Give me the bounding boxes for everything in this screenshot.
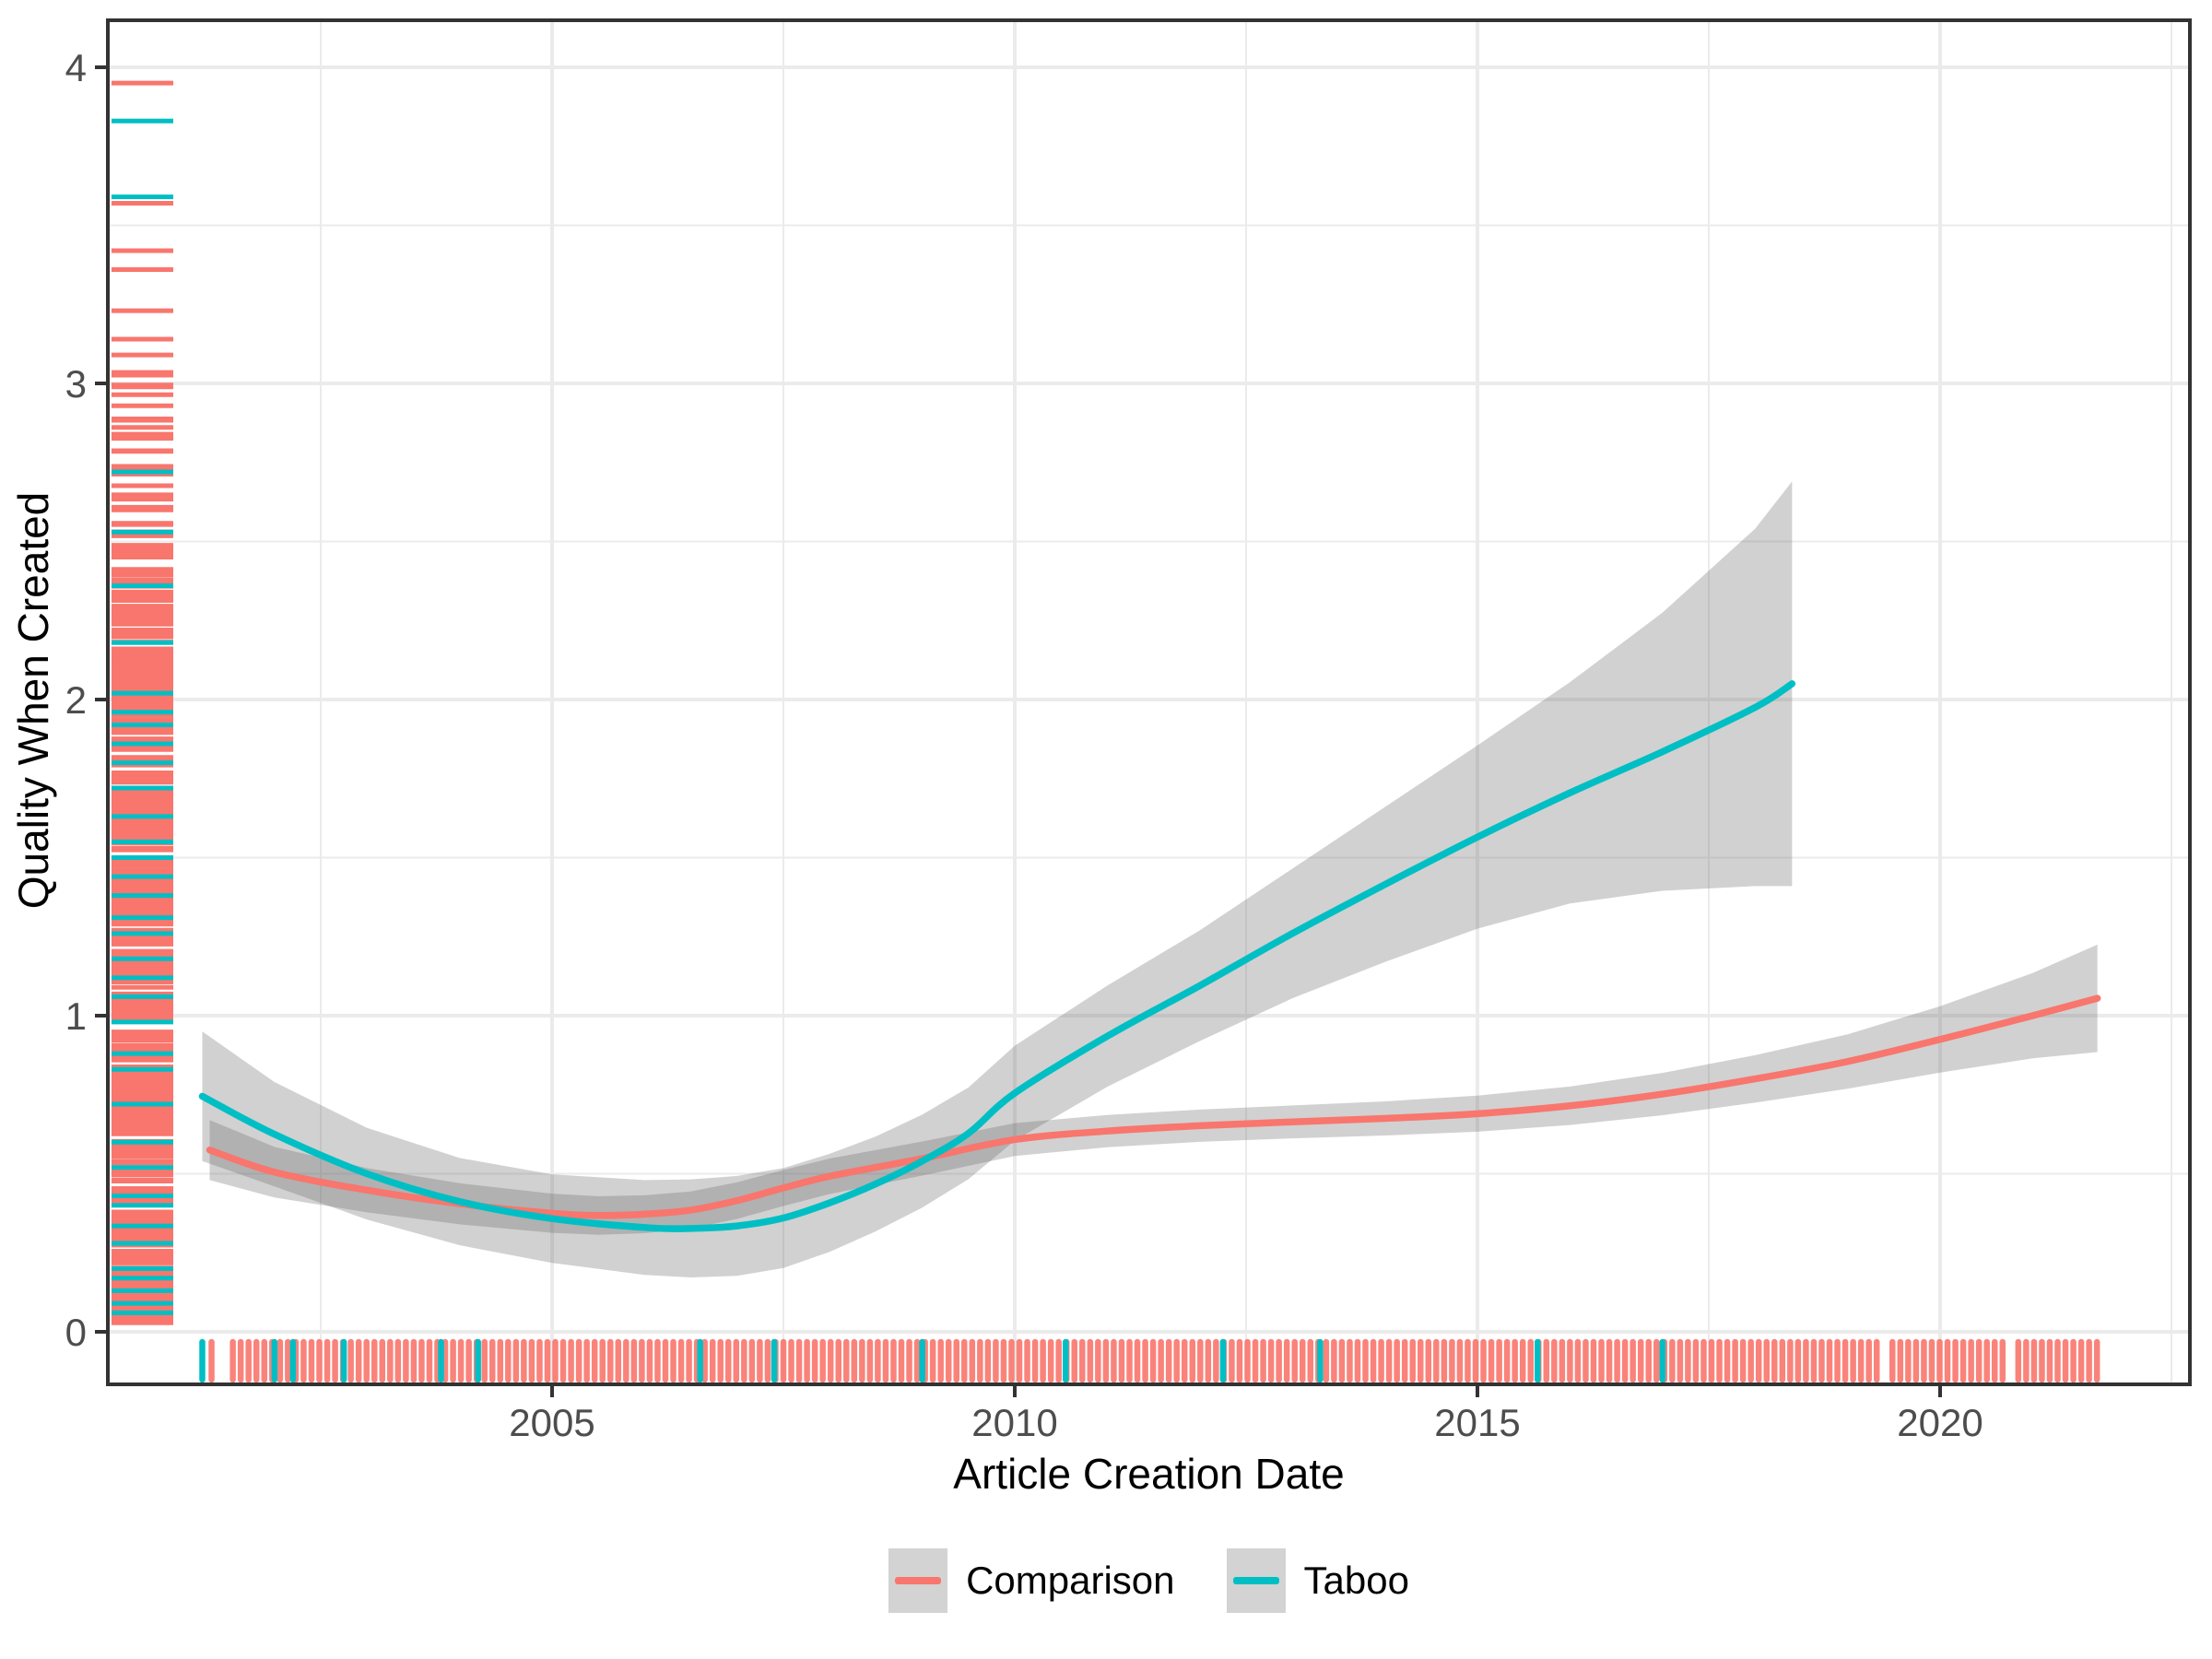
x-tick-label: 2020	[1897, 1401, 1983, 1444]
legend-key-taboo	[1226, 1548, 1286, 1613]
smooth-line-taboo	[198, 680, 1796, 1232]
y-tick-label: 2	[65, 678, 87, 722]
smooth-line-comparison	[206, 994, 2101, 1219]
legend-key-comparison	[888, 1548, 948, 1613]
panel-border	[106, 18, 2192, 1386]
y-axis-title: Quality When Created	[9, 491, 57, 910]
legend-item-comparison: Comparison	[888, 1548, 1175, 1613]
legend-label-comparison: Comparison	[966, 1559, 1175, 1602]
legend-label-taboo: Taboo	[1303, 1559, 1409, 1602]
confidence-band-taboo	[202, 481, 1793, 1278]
confidence-band-comparison	[209, 944, 2098, 1235]
y-tick-label: 1	[65, 994, 87, 1038]
legend-item-taboo: Taboo	[1226, 1548, 1409, 1613]
x-tick-label: 2015	[1434, 1401, 1520, 1444]
x-axis-title: Article Creation Date	[953, 1450, 1345, 1498]
y-tick-label: 3	[65, 362, 87, 406]
y-tick-label: 4	[65, 46, 87, 89]
taboo-line-swatch-icon	[1232, 1577, 1279, 1584]
x-tick-label: 2005	[509, 1401, 594, 1444]
x-tick-label: 2010	[971, 1401, 1057, 1444]
y-tick-label: 0	[65, 1311, 87, 1354]
comparison-line-swatch-icon	[895, 1577, 942, 1584]
panel-background	[108, 20, 2190, 1384]
legend: Comparison Taboo	[108, 1548, 2190, 1613]
